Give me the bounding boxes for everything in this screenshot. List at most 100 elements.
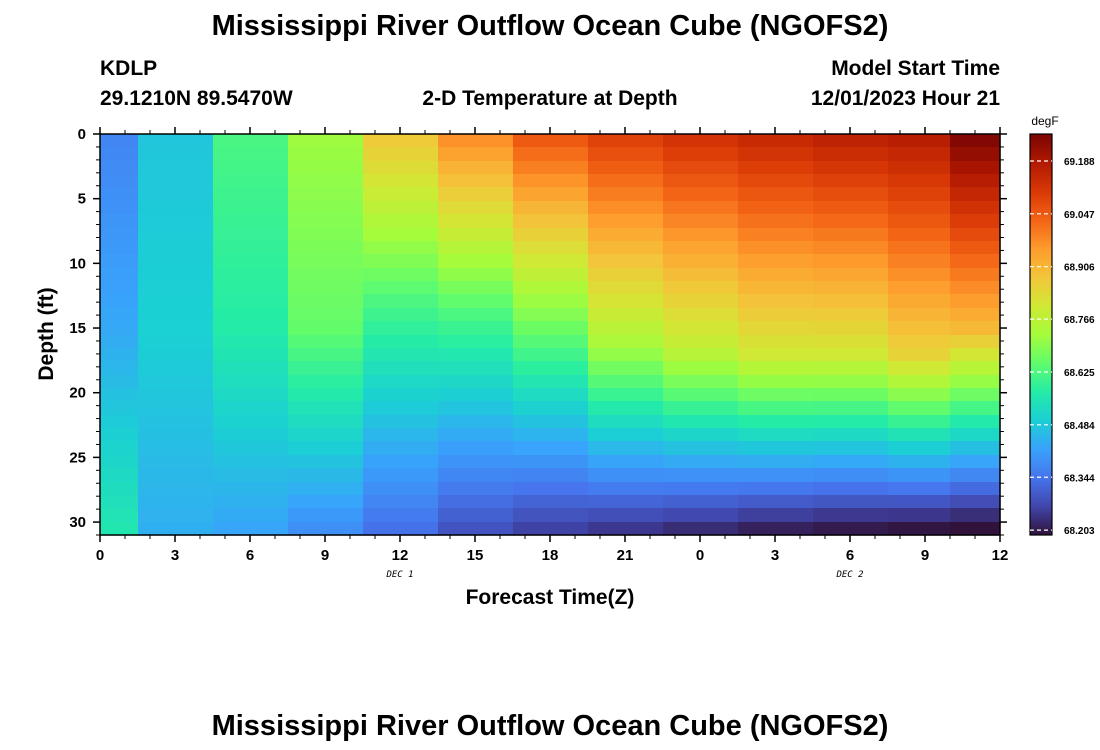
heatmap-cell [213,187,289,202]
heatmap-cell [438,201,514,215]
heatmap-cell [663,281,739,295]
heatmap-cell [363,361,439,376]
heatmap-cell [588,241,664,255]
heatmap-cell [213,321,289,336]
heatmap-cell [950,281,1001,295]
heatmap-cell [138,268,214,282]
heatmap-cell [888,375,951,389]
heatmap-cell [288,468,364,483]
heatmap-cell [288,441,364,456]
heatmap-cell [213,441,289,456]
x-tick-label: 21 [617,547,634,564]
heatmap-cell [438,495,514,509]
heatmap-cell [288,495,364,509]
heatmap-cell [288,187,364,202]
heatmap-cell [363,375,439,389]
heatmap-cell [738,134,814,148]
heatmap-cell [100,468,139,483]
heatmap-cell [813,415,889,429]
heatmap-cell [738,522,814,536]
heatmap-cell [813,134,889,148]
heatmap-cell [588,201,664,215]
heatmap-cell [738,241,814,255]
heatmap-cell [100,375,139,389]
heatmap-cell [100,455,139,469]
heatmap-cell [363,455,439,469]
heatmap-cell [213,241,289,255]
heatmap-cell [288,174,364,188]
y-tick-label: 30 [69,514,86,531]
heatmap-cell [513,268,589,282]
heatmap-cell [438,482,514,496]
heatmap-cell [950,335,1001,349]
heatmap-cell [438,335,514,349]
heatmap-cell [288,455,364,469]
heatmap-cell [888,228,951,242]
heatmap-cell [588,508,664,523]
heatmap-cell [213,134,289,148]
heatmap-cell [950,174,1001,188]
heatmap-cell [288,361,364,376]
heatmap-cell [288,308,364,322]
heatmap-cell [813,455,889,469]
heatmap-cell [363,348,439,362]
heatmap-cell [663,241,739,255]
heatmap-cell [813,522,889,536]
heatmap-cell [438,134,514,148]
heatmap-cell [100,268,139,282]
heatmap-cell [438,187,514,202]
heatmap-cell [363,241,439,255]
colorbar-tick-label: 68.766 [1064,315,1095,326]
heatmap-cell [888,508,951,523]
heatmap-cell [100,348,139,362]
heatmap-cell [288,147,364,162]
heatmap-cell [738,281,814,295]
heatmap-cell [438,441,514,456]
heatmap-cell [888,441,951,456]
heatmap-cell [513,348,589,362]
heatmap-cell [950,415,1001,429]
heatmap-cell [738,495,814,509]
x-tick-label: 6 [846,547,854,564]
colorbar-tick-label: 68.203 [1064,526,1095,537]
chart-axes: 0 3 6 9 12 15 18 21 0 3 6 9 12 0 5 10 15 20 25 30 DEC 1 DEC 2 [69,126,1008,580]
heatmap-cell [888,468,951,483]
heatmap-cell [888,268,951,282]
heatmap-cell [950,508,1001,523]
heatmap-cell [813,174,889,188]
heatmap-cell [813,281,889,295]
heatmap-cell [588,388,664,402]
heatmap-cell [813,482,889,496]
heatmap-cell [738,375,814,389]
heatmap-cell [950,214,1001,229]
heatmap-cell [663,321,739,336]
y-tick-label: 15 [69,320,86,337]
heatmap-cell [738,294,814,309]
heatmap-cell [813,495,889,509]
heatmap-cell [438,415,514,429]
heatmap-cell [588,294,664,309]
heatmap-cell [100,281,139,295]
heatmap-cell [738,361,814,376]
heatmap-cell [888,294,951,309]
heatmap-cell [888,187,951,202]
heatmap-cell [138,375,214,389]
heatmap-cell [288,348,364,362]
heatmap-cell [288,428,364,442]
heatmap-cell [738,174,814,188]
colorbar-tick-label: 69.188 [1064,157,1095,168]
heatmap-cell [100,482,139,496]
heatmap-cell [813,254,889,269]
heatmap-cell [813,187,889,202]
heatmap-cell [363,147,439,162]
heatmap-cell [288,294,364,309]
heatmap-cell [288,228,364,242]
heatmap-cell [950,375,1001,389]
heatmap-cell [438,455,514,469]
heatmap-cell [950,161,1001,175]
heatmap-cell [663,348,739,362]
heatmap-cell [100,522,139,536]
heatmap-cell [663,441,739,456]
heatmap-cell [438,361,514,376]
heatmap-cell [663,428,739,442]
